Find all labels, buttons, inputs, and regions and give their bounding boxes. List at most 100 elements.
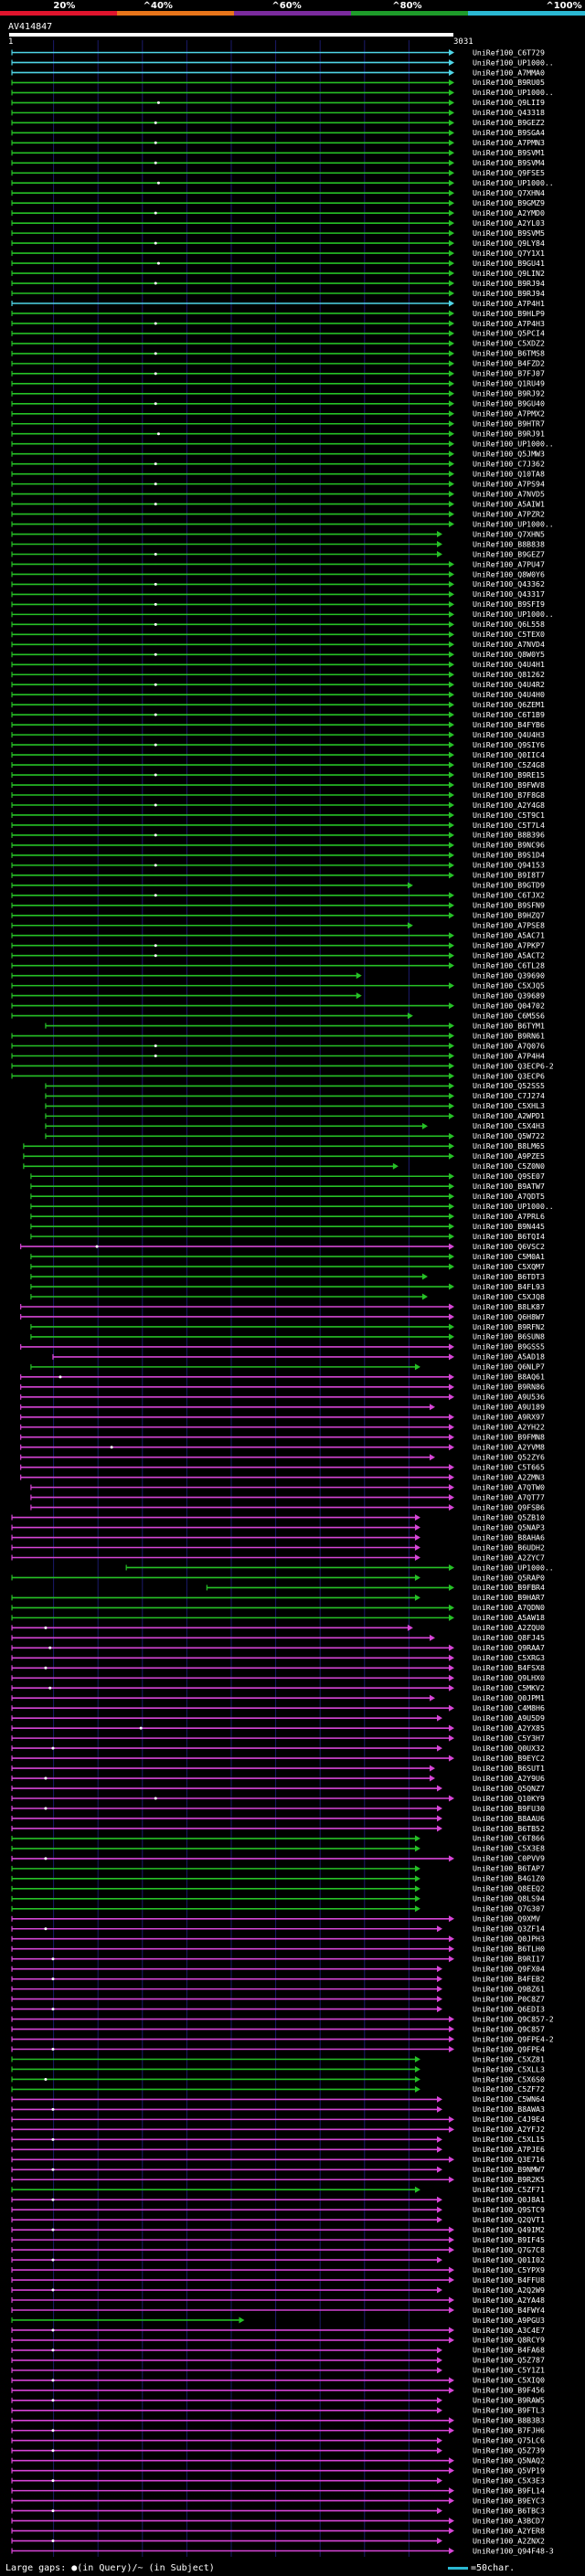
hit-label[interactable]: UniRef100_B9EYC2 bbox=[473, 1754, 545, 1763]
hit-label[interactable]: UniRef100_B9RJ92 bbox=[473, 389, 545, 398]
hit-label[interactable]: UniRef100_A7QDT5 bbox=[473, 1192, 545, 1201]
hit-row[interactable]: UniRef100_A9RX97 bbox=[20, 1413, 545, 1422]
hit-row[interactable]: UniRef100_Q6VSC2 bbox=[20, 1242, 545, 1251]
hit-label[interactable]: UniRef100_A7QDN0 bbox=[473, 1603, 545, 1612]
hit-row[interactable]: UniRef100_C5XHL3 bbox=[45, 1101, 545, 1110]
hit-label[interactable]: UniRef100_Q81262 bbox=[473, 670, 545, 679]
hit-label[interactable]: UniRef100_Q4U4H3 bbox=[473, 730, 545, 739]
hit-label[interactable]: UniRef100_Q5W722 bbox=[473, 1131, 545, 1140]
hit-label[interactable]: UniRef100_C5XQM7 bbox=[473, 1262, 545, 1271]
hit-row[interactable]: UniRef100_C5YPX9 bbox=[11, 2265, 545, 2274]
hit-label[interactable]: UniRef100_Q7G307 bbox=[473, 1904, 545, 1913]
hit-row[interactable]: UniRef100_B4FEB2 bbox=[11, 1974, 545, 1983]
hit-row[interactable]: UniRef100_B6SUT1 bbox=[11, 1764, 545, 1773]
hit-label[interactable]: UniRef100_Q5Z787 bbox=[473, 2356, 545, 2365]
hit-row[interactable]: UniRef100_B6TB52 bbox=[11, 1824, 545, 1833]
hit-row[interactable]: UniRef100_Q9RAA7 bbox=[11, 1643, 545, 1652]
hit-label[interactable]: UniRef100_Q9C857 bbox=[473, 2024, 545, 2033]
hit-label[interactable]: UniRef100_B9F456 bbox=[473, 2386, 545, 2395]
hit-label[interactable]: UniRef100_Q5JMW3 bbox=[473, 449, 545, 458]
hit-row[interactable]: UniRef100_B8AQ61 bbox=[20, 1373, 545, 1382]
hit-label[interactable]: UniRef100_Q9STC9 bbox=[473, 2205, 545, 2214]
hit-row[interactable]: UniRef100_A9U536 bbox=[20, 1393, 545, 1402]
hit-row[interactable]: UniRef100_C7J274 bbox=[45, 1091, 545, 1100]
hit-label[interactable]: UniRef100_B4G1Z0 bbox=[473, 1874, 545, 1883]
hit-label[interactable]: UniRef100_A7PZR2 bbox=[473, 509, 545, 518]
hit-row[interactable]: UniRef100_Q10KY9 bbox=[11, 1794, 545, 1803]
hit-label[interactable]: UniRef100_B9GU40 bbox=[473, 399, 545, 408]
hit-label[interactable]: UniRef100_A2ZMN3 bbox=[473, 1472, 545, 1481]
hit-row[interactable]: UniRef100_B6TYM1 bbox=[45, 1021, 545, 1030]
hit-row[interactable]: UniRef100_C5T665 bbox=[20, 1462, 545, 1471]
hit-label[interactable]: UniRef100_A2YMD0 bbox=[473, 208, 545, 217]
hit-label[interactable]: UniRef100_B9SFI9 bbox=[473, 599, 545, 609]
hit-label[interactable]: UniRef100_Q9FX04 bbox=[473, 1964, 545, 1973]
hit-row[interactable]: UniRef100_Q9FX04 bbox=[11, 1964, 545, 1973]
hit-row[interactable]: UniRef100_A7PS94 bbox=[11, 479, 545, 488]
hit-row[interactable]: UniRef100_A7NVD4 bbox=[11, 640, 545, 649]
hit-row[interactable]: UniRef100_C5X3E8 bbox=[11, 1844, 545, 1853]
hit-label[interactable]: UniRef100_Q4U4H0 bbox=[473, 690, 545, 699]
hit-row[interactable]: UniRef100_Q8W0Y6 bbox=[11, 569, 545, 578]
hit-row[interactable]: UniRef100_Q8EEQ2 bbox=[11, 1884, 545, 1893]
hit-row[interactable]: UniRef100_Q0J8A1 bbox=[11, 2195, 545, 2204]
hit-row[interactable]: UniRef100_Q75LC6 bbox=[11, 2436, 545, 2445]
hit-label[interactable]: UniRef100_B6UDH2 bbox=[473, 1542, 545, 1552]
hit-label[interactable]: UniRef100_B6TQI4 bbox=[473, 1232, 545, 1241]
hit-label[interactable]: UniRef100_B6SUT1 bbox=[473, 1764, 545, 1773]
hit-label[interactable]: UniRef100_B4FFU8 bbox=[473, 2275, 545, 2284]
hit-row[interactable]: UniRef100_A7P4H3 bbox=[11, 319, 545, 328]
hit-row[interactable]: UniRef100_Q3ZF14 bbox=[11, 1924, 545, 1934]
hit-label[interactable]: UniRef100_C5XHL3 bbox=[473, 1101, 545, 1110]
hit-label[interactable]: UniRef100_B6TDT3 bbox=[473, 1272, 545, 1281]
hit-row[interactable]: UniRef100_C4J9E4 bbox=[11, 2115, 545, 2124]
hit-label[interactable]: UniRef100_Q9SE07 bbox=[473, 1171, 545, 1181]
hit-label[interactable]: UniRef100_A7PKP7 bbox=[473, 941, 545, 950]
hit-row[interactable]: UniRef100_Q10TA8 bbox=[11, 469, 545, 478]
hit-row[interactable]: UniRef100_Q5QNZ7 bbox=[11, 1784, 545, 1793]
hit-row[interactable]: UniRef100_C6TJX2 bbox=[11, 891, 545, 900]
hit-row[interactable]: UniRef100_C5XJQ8 bbox=[30, 1292, 545, 1301]
hit-label[interactable]: UniRef100_Q52ZY6 bbox=[473, 1452, 545, 1461]
hit-row[interactable]: UniRef100_A2YFJ2 bbox=[11, 2125, 545, 2134]
hit-row[interactable]: UniRef100_Q1RU49 bbox=[11, 379, 545, 388]
hit-row[interactable]: UniRef100_Q49IM2 bbox=[11, 2225, 545, 2234]
hit-row[interactable]: UniRef100_B9RJ94 bbox=[11, 279, 545, 288]
hit-row[interactable]: UniRef100_C5WN64 bbox=[11, 2094, 545, 2104]
hit-row[interactable]: UniRef100_B9RI17 bbox=[11, 1954, 545, 1963]
hit-label[interactable]: UniRef100_UP1000.. bbox=[473, 58, 554, 67]
hit-label[interactable]: UniRef100_Q8FJ45 bbox=[473, 1633, 545, 1642]
hit-label[interactable]: UniRef100_A7PMX2 bbox=[473, 409, 545, 419]
hit-row[interactable]: UniRef100_Q8RCY9 bbox=[11, 2336, 545, 2345]
hit-label[interactable]: UniRef100_A2YFJ2 bbox=[473, 2125, 545, 2134]
hit-label[interactable]: UniRef100_Q4U4H1 bbox=[473, 660, 545, 669]
hit-label[interactable]: UniRef100_C0PVV9 bbox=[473, 1854, 545, 1863]
hit-label[interactable]: UniRef100_A7MMA0 bbox=[473, 68, 545, 77]
hit-row[interactable]: UniRef100_A7QT77 bbox=[30, 1492, 545, 1501]
hit-row[interactable]: UniRef100_Q3E716 bbox=[11, 2155, 545, 2164]
hit-row[interactable]: UniRef100_B4FWY4 bbox=[11, 2306, 545, 2315]
hit-label[interactable]: UniRef100_C5WN64 bbox=[473, 2094, 545, 2104]
hit-row[interactable]: UniRef100_B7FJ07 bbox=[11, 369, 545, 378]
hit-row[interactable]: UniRef100_Q01I02 bbox=[11, 2255, 545, 2264]
hit-row[interactable]: UniRef100_Q9SIY6 bbox=[11, 740, 545, 749]
hit-label[interactable]: UniRef100_B9R2K5 bbox=[473, 2175, 545, 2184]
hit-label[interactable]: UniRef100_Q5RAP0 bbox=[473, 1573, 545, 1582]
hit-row[interactable]: UniRef100_C5XQM7 bbox=[30, 1262, 545, 1271]
hit-label[interactable]: UniRef100_A9U189 bbox=[473, 1403, 545, 1412]
hit-row[interactable]: UniRef100_Q9LY84 bbox=[11, 239, 545, 248]
hit-row[interactable]: UniRef100_UP1000.. bbox=[125, 1563, 554, 1572]
hit-label[interactable]: UniRef100_B8AWA3 bbox=[473, 2104, 545, 2114]
hit-row[interactable]: UniRef100_A2YVM8 bbox=[20, 1443, 545, 1452]
hit-label[interactable]: UniRef100_B8AQ61 bbox=[473, 1373, 545, 1382]
hit-label[interactable]: UniRef100_B9FBR4 bbox=[473, 1583, 545, 1592]
hit-label[interactable]: UniRef100_Q6L558 bbox=[473, 620, 545, 629]
hit-label[interactable]: UniRef100_B9RU05 bbox=[473, 78, 545, 87]
hit-label[interactable]: UniRef100_A5ACT2 bbox=[473, 950, 545, 959]
hit-label[interactable]: UniRef100_C5MKV2 bbox=[473, 1683, 545, 1692]
hit-label[interactable]: UniRef100_B8LM65 bbox=[473, 1141, 545, 1150]
hit-row[interactable]: UniRef100_C5XRG3 bbox=[11, 1653, 545, 1662]
hit-row[interactable]: UniRef100_Q9FPE4-2 bbox=[11, 2034, 554, 2043]
hit-row[interactable]: UniRef100_A5ACT2 bbox=[11, 950, 545, 959]
hit-row[interactable]: UniRef100_B8AWA3 bbox=[11, 2104, 545, 2114]
